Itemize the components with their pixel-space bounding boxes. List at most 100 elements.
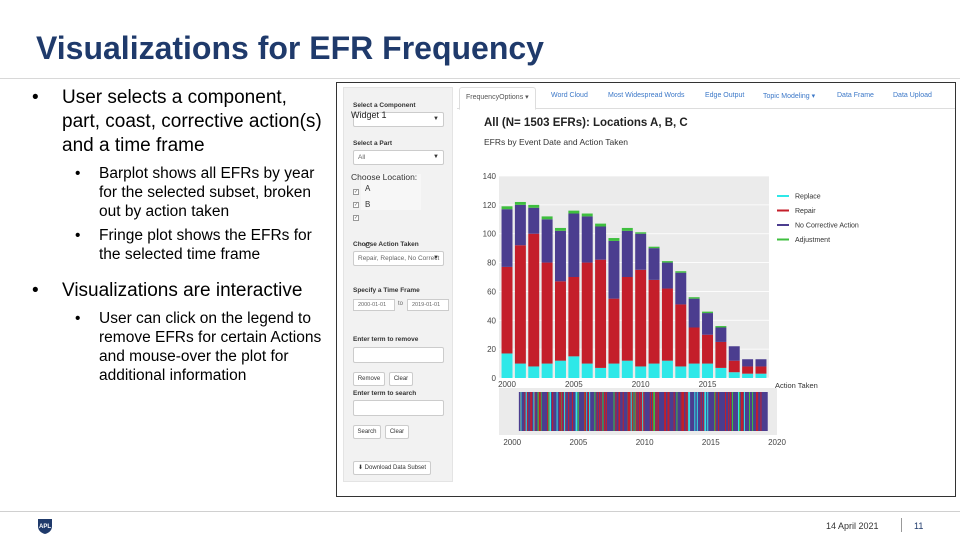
bar-segment xyxy=(528,204,540,208)
frequency-charts[interactable]: 0 20 40 60 80 100 120 140 2000 2005 2010 2015 Action… xyxy=(337,83,956,497)
app-screenshot: Select a Component ▼ Select a Part All ▼ … xyxy=(336,82,956,497)
tab-data-upload[interactable]: Data Upload xyxy=(893,92,932,99)
apl-logo-icon: APL xyxy=(38,519,52,534)
bar-segment xyxy=(688,297,700,299)
fringe-tick-label: 2015 xyxy=(702,438,720,447)
y-tick-label: 120 xyxy=(483,201,497,210)
part-select[interactable]: All ▼ xyxy=(353,150,444,165)
bar-segment xyxy=(581,262,593,364)
action-label: Choose Action Taken xyxy=(353,241,419,248)
legend-label: No Corrective Action xyxy=(795,223,859,230)
footer-divider xyxy=(0,511,960,512)
slide-title: Visualizations for EFR Frequency xyxy=(36,30,544,66)
tab-widespread-words[interactable]: Most Widespread Words xyxy=(608,92,685,99)
bar-segment xyxy=(581,363,593,378)
tab-word-cloud[interactable]: Word Cloud xyxy=(551,92,588,99)
bar-segment xyxy=(514,245,526,364)
remove-term-input[interactable] xyxy=(353,347,444,363)
legend-label: Replace xyxy=(795,194,821,201)
bar-segment xyxy=(635,366,647,378)
bar-segment xyxy=(755,373,767,378)
bar-segment xyxy=(648,363,660,378)
clear-search-button[interactable]: Clear xyxy=(385,425,409,439)
title-divider xyxy=(0,78,960,79)
bar-segment xyxy=(728,346,740,361)
bar-segment xyxy=(688,327,700,364)
bar-segment xyxy=(501,209,513,267)
bar-segment xyxy=(608,298,620,364)
bar-segment xyxy=(541,363,553,378)
location-a-checkbox[interactable]: ✓ xyxy=(353,189,359,195)
bar-segment xyxy=(715,341,727,368)
plot-subtitle: EFRs by Event Date and Action Taken xyxy=(484,137,628,147)
tab-edge-output[interactable]: Edge Output xyxy=(705,92,745,99)
bar-segment xyxy=(541,219,553,263)
bar-segment xyxy=(568,356,580,378)
bar-segment xyxy=(595,223,607,227)
bar-segment xyxy=(501,266,513,354)
bar-segment xyxy=(608,363,620,378)
bar-segment xyxy=(715,327,727,342)
bar-segment xyxy=(555,281,566,361)
y-tick-label: 140 xyxy=(483,172,497,181)
bar-segment xyxy=(621,360,633,378)
plot-title: All (N= 1503 EFRs): Locations A, B, C xyxy=(484,117,688,129)
fringe-tick-label: 2010 xyxy=(636,438,654,447)
bar-segment xyxy=(581,213,593,217)
sub-bullet-item: Barplot shows all EFRs by year for the s… xyxy=(30,164,330,221)
action-select-value: Repair, Replace, No Correct xyxy=(358,255,440,262)
start-date-input[interactable]: 2000-01-01 xyxy=(353,299,395,311)
bar-segment xyxy=(595,226,607,260)
bar-segment xyxy=(715,367,727,378)
search-term-input[interactable] xyxy=(353,400,444,416)
bar-segment xyxy=(568,210,580,214)
bar-segment xyxy=(514,363,526,378)
bar-segment xyxy=(648,246,660,249)
y-tick-label: 40 xyxy=(487,316,496,325)
part-select-value: All xyxy=(358,154,366,161)
y-tick-label: 100 xyxy=(483,230,497,239)
caret-down-icon: ▼ xyxy=(433,154,439,160)
x-tick-label: 2010 xyxy=(632,380,650,389)
location-b-checkbox[interactable]: ✓ xyxy=(353,202,359,208)
remove-button[interactable]: Remove xyxy=(353,372,385,386)
tab-data-frame[interactable]: Data Frame xyxy=(837,92,874,99)
clear-button[interactable]: Clear xyxy=(389,372,413,386)
action-select[interactable]: Repair, Replace, No Correct ▼ xyxy=(353,251,444,266)
bar-segment xyxy=(755,366,767,374)
bar-segment xyxy=(621,277,633,361)
sidebar-panel: Select a Component ▼ Select a Part All ▼ … xyxy=(343,87,453,482)
location-a-label: A xyxy=(365,184,371,193)
bar-segment xyxy=(621,230,633,277)
end-date-input[interactable]: 2019-01-01 xyxy=(407,299,449,311)
bar-segment xyxy=(702,363,713,378)
download-button-label: Download Data Subset xyxy=(364,465,427,471)
location-c-checkbox[interactable]: ✓ xyxy=(353,215,359,221)
tab-topic-modeling[interactable]: Topic Modeling ▾ xyxy=(763,93,816,100)
bar-segment xyxy=(661,261,673,263)
bar-segment xyxy=(621,227,633,231)
tab-frequency-options[interactable]: FrequencyOptions ▾ xyxy=(459,87,536,110)
sub-bullet-item: Fringe plot shows the EFRs for the selec… xyxy=(30,226,330,264)
bar-segment xyxy=(501,353,513,378)
bar-segment xyxy=(648,248,660,280)
legend-label: Repair xyxy=(795,208,816,215)
x-axis-label: Action Taken xyxy=(775,381,818,390)
timeframe-label: Specify a Time Frame xyxy=(353,287,420,294)
location-list xyxy=(361,174,421,210)
component-select[interactable]: ▼ xyxy=(353,112,444,127)
bar-segment xyxy=(541,216,553,220)
legend-label: Adjustment xyxy=(795,237,830,244)
location-c-label: C xyxy=(365,241,371,250)
bar-segment xyxy=(595,367,607,378)
y-tick-label: 80 xyxy=(487,259,496,268)
bar-segment xyxy=(514,201,526,205)
bar-segment xyxy=(728,372,740,378)
bar-segment xyxy=(742,373,754,378)
bar-segment xyxy=(661,360,673,378)
download-button[interactable]: ⬇ Download Data Subset xyxy=(353,461,431,475)
search-button[interactable]: Search xyxy=(353,425,381,439)
y-tick-label: 0 xyxy=(492,374,497,383)
bar-segment xyxy=(675,272,687,305)
bar-segment xyxy=(635,232,647,234)
